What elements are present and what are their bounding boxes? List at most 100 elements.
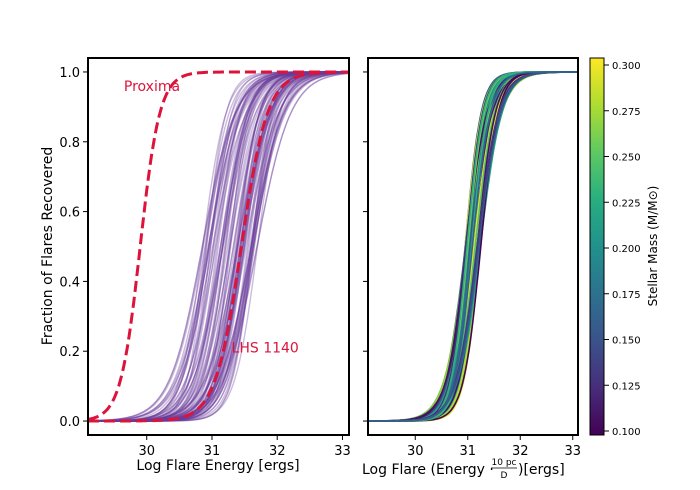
- left-family-curve: [88, 71, 349, 422]
- left-family-curve: [88, 71, 349, 422]
- left-annotations: Proxima LHS 1140: [124, 79, 299, 357]
- left-family-curve: [88, 71, 349, 422]
- colorbar-tick-label: 0.125: [612, 381, 641, 392]
- right-y-ticks: [363, 71, 368, 422]
- left-family-curve: [88, 71, 349, 422]
- right-x-label-prefix: Log Flare (Energy ·: [362, 462, 494, 478]
- x-tick-label: 32: [512, 444, 529, 459]
- left-family-curve: [88, 71, 349, 422]
- left-family-curve: [88, 71, 349, 422]
- left-family-curve: [88, 71, 349, 422]
- left-panel: 30 31 32 33 0.0 0.2 0.4 0.6 0.8 1.0 Proxima LHS 1…: [40, 57, 351, 474]
- left-family-curve: [88, 71, 349, 422]
- left-family-curve: [88, 71, 349, 422]
- left-family-curve: [88, 71, 349, 422]
- right-x-label-frac-num: 10 pc: [492, 458, 517, 468]
- left-family-curve: [88, 71, 349, 422]
- colorbar-ticks: 0.100 0.125 0.150 0.175 0.200 0.225 0.250 0.275…: [604, 61, 641, 438]
- x-tick-label: 32: [269, 444, 286, 459]
- left-y-axis-label: Fraction of Flares Recovered: [40, 147, 56, 345]
- left-family-curve: [88, 72, 349, 422]
- left-family-curve: [88, 71, 349, 422]
- series-proxima: [88, 70, 349, 421]
- left-family-curve: [88, 71, 349, 422]
- left-family-curve: [88, 71, 349, 422]
- left-family-curve: [88, 71, 349, 422]
- x-tick-label: 31: [459, 444, 476, 459]
- y-tick-label: 0.4: [59, 275, 80, 290]
- left-family-curve: [88, 71, 349, 422]
- left-family-curve: [88, 71, 349, 422]
- y-tick-label: 1.0: [59, 66, 80, 81]
- colorbar-tick-label: 0.250: [612, 153, 641, 164]
- left-family-curve: [88, 71, 349, 422]
- left-family-curve: [88, 71, 349, 422]
- left-family-curve: [88, 71, 349, 422]
- left-family-curve: [88, 71, 349, 422]
- left-family-curve: [88, 71, 349, 422]
- left-family-curve: [88, 71, 349, 422]
- left-family-curve: [88, 71, 349, 422]
- colorbar-tick-label: 0.150: [612, 336, 641, 347]
- left-family-curve: [88, 71, 349, 422]
- x-tick-label: 33: [564, 444, 581, 459]
- left-family-curve: [88, 71, 349, 422]
- left-family-curve: [88, 71, 349, 422]
- left-family-curve: [88, 71, 349, 422]
- right-axes-frame: [367, 57, 579, 436]
- colorbar-label: Stellar Mass (M/M⊙): [646, 186, 660, 307]
- left-family-curve: [88, 71, 349, 422]
- left-family-curve: [88, 72, 349, 422]
- left-family-curve: [88, 71, 349, 422]
- left-family-curve: [88, 71, 349, 422]
- left-family-curve: [88, 71, 349, 422]
- annotation-proxima: Proxima: [124, 79, 180, 95]
- left-y-ticks: 0.0 0.2 0.4 0.6 0.8 1.0: [59, 66, 88, 430]
- left-family-curve: [88, 72, 349, 422]
- y-tick-label: 0.8: [59, 136, 80, 151]
- colorbar-tick-label: 0.175: [612, 290, 641, 301]
- right-curve-family: [368, 71, 578, 422]
- left-family-curve: [88, 71, 349, 422]
- left-family-curve: [88, 71, 349, 422]
- left-family-curve: [88, 71, 349, 422]
- colorbar-tick-label: 0.275: [612, 107, 641, 118]
- left-family-curve: [88, 71, 349, 422]
- right-panel: 30 31 32 33 Log Flare (Energy · 10 pc D )[e…: [362, 57, 581, 481]
- left-family-curve: [88, 72, 349, 422]
- left-family-curve: [88, 71, 349, 422]
- x-tick-label: 30: [138, 444, 155, 459]
- left-family-curve: [88, 71, 349, 422]
- left-family-curve: [88, 71, 349, 422]
- left-family-curve: [88, 71, 349, 422]
- left-family-curve: [88, 71, 349, 422]
- y-tick-label: 0.6: [59, 206, 80, 221]
- colorbar-tick-label: 0.100: [612, 427, 641, 438]
- y-tick-label: 0.0: [59, 415, 80, 430]
- left-family-curve: [88, 71, 349, 422]
- left-family-curve: [88, 71, 349, 422]
- left-family-curve: [88, 71, 349, 422]
- colorbar-tick-label: 0.300: [612, 61, 641, 72]
- colorbar: 0.100 0.125 0.150 0.175 0.200 0.225 0.250 0.275…: [589, 57, 660, 438]
- right-x-label-suffix: )[ergs]: [518, 462, 565, 478]
- left-family-curve: [88, 71, 349, 422]
- left-family-curve: [88, 71, 349, 422]
- right-x-label-frac-den: D: [501, 471, 508, 481]
- left-family-curve: [88, 71, 349, 422]
- left-x-ticks: 30 31 32 33: [138, 435, 351, 459]
- left-x-axis-label: Log Flare Energy [ergs]: [136, 458, 299, 474]
- left-family-curve: [88, 71, 349, 422]
- left-family-curve: [88, 71, 349, 422]
- left-family-curve: [88, 71, 349, 422]
- x-tick-label: 30: [407, 444, 424, 459]
- left-family-curve: [88, 71, 349, 422]
- left-family-curve: [88, 71, 349, 422]
- left-family-curve: [88, 71, 349, 422]
- left-family-curve: [88, 71, 349, 422]
- left-family-curve: [88, 71, 349, 422]
- right-family-curve: [368, 71, 578, 422]
- colorbar-tick-label: 0.200: [612, 244, 641, 255]
- left-family-curve: [88, 71, 349, 422]
- right-x-axis-label: Log Flare (Energy · 10 pc D )[ergs]: [362, 458, 565, 481]
